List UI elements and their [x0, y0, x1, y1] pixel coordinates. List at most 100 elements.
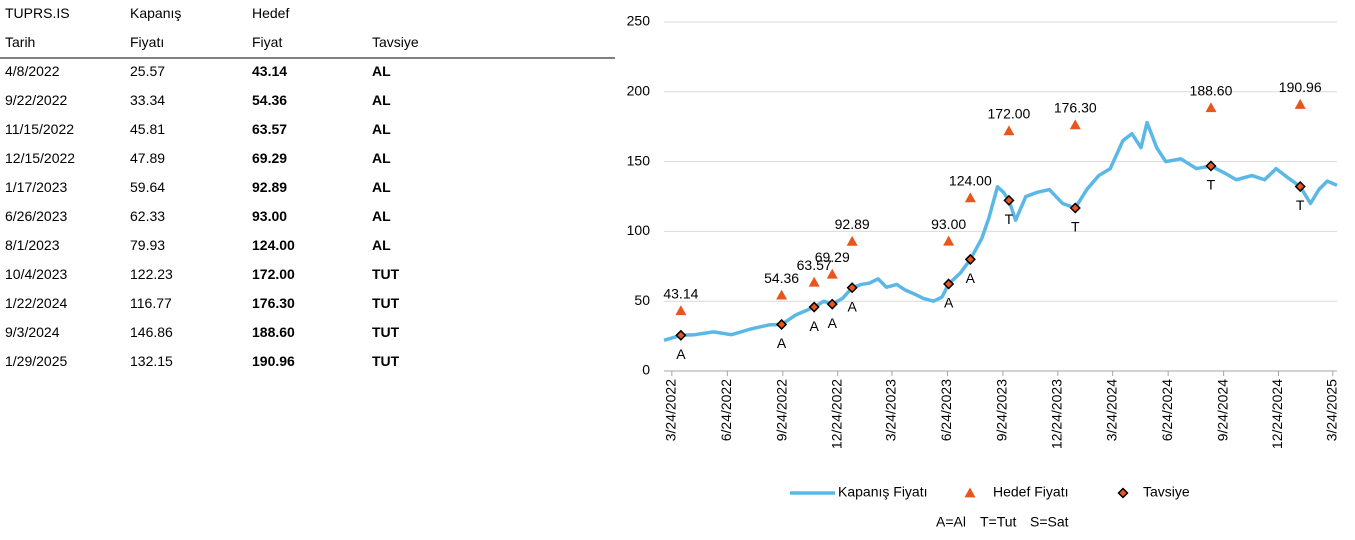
table-cell: 92.89 [252, 179, 288, 195]
legend-label: Hedef Fiyatı [993, 484, 1068, 500]
x-tick-label: 3/24/2024 [1103, 379, 1119, 441]
table-cell: 9/3/2024 [5, 324, 60, 340]
data-label: 188.60 [1190, 82, 1233, 98]
marker-label: A [847, 298, 857, 314]
table-cell: 1/22/2024 [5, 295, 68, 311]
legend-label: Kapanış Fiyatı [838, 484, 928, 500]
legend-marker [1117, 487, 1129, 499]
table-cell: AL [372, 63, 391, 79]
table-cell: 62.33 [130, 208, 166, 224]
table-cell: 10/4/2023 [5, 266, 68, 282]
table-cell: 47.89 [130, 150, 166, 166]
marker-label: T [1071, 219, 1080, 235]
data-label: 176.30 [1054, 100, 1097, 116]
table-cell: 1/29/2025 [5, 353, 68, 369]
recommendation-marker [964, 253, 976, 265]
table-cell: 146.86 [130, 324, 173, 340]
target-marker [943, 235, 955, 246]
x-tick-label: 6/24/2023 [938, 379, 954, 441]
x-tick-label: 3/24/2023 [883, 379, 899, 441]
recommendation-marker [826, 298, 838, 310]
recommendation-marker [1294, 180, 1306, 193]
table-cell: 25.57 [130, 63, 166, 79]
table-cell: 33.34 [130, 92, 166, 108]
x-tick-label: 12/24/2024 [1269, 379, 1285, 449]
data-label: 190.96 [1279, 79, 1322, 95]
table-header: TUPRS.IS [5, 5, 70, 21]
table-header: Hedef [252, 5, 290, 21]
target-marker [1294, 98, 1306, 109]
table-cell: 132.15 [130, 353, 173, 369]
data-label: 124.00 [949, 173, 992, 189]
table-cell: TUT [372, 266, 400, 282]
table-cell: 93.00 [252, 208, 288, 224]
y-tick-label: 200 [627, 83, 651, 99]
target-marker [846, 235, 858, 246]
x-tick-label: 9/24/2023 [994, 379, 1010, 441]
table-cell: AL [372, 179, 391, 195]
table-header: Fiyatı [130, 34, 165, 50]
table-cell: 43.14 [252, 63, 288, 79]
footnote: S=Sat [1030, 514, 1069, 530]
data-label: 63.57 [797, 257, 832, 273]
x-tick-label: 9/24/2022 [774, 379, 790, 441]
data-label: 43.14 [663, 285, 698, 301]
table-cell: 54.36 [252, 92, 288, 108]
x-tick-label: 3/24/2025 [1323, 379, 1339, 441]
footnote: A=Al [936, 514, 966, 530]
y-tick-label: 50 [634, 292, 650, 308]
y-tick-label: 0 [642, 362, 650, 378]
marker-label: A [966, 270, 976, 286]
table-cell: 172.00 [252, 266, 295, 282]
target-marker [1003, 125, 1015, 136]
marker-label: T [1005, 211, 1014, 227]
recommendation-marker [1205, 160, 1217, 172]
x-tick-label: 9/24/2024 [1214, 379, 1230, 441]
table-cell: 6/26/2023 [5, 208, 68, 224]
y-tick-label: 250 [627, 13, 651, 29]
recommendation-marker [675, 329, 687, 341]
table-cell: 12/15/2022 [5, 150, 76, 166]
target-marker [826, 268, 838, 279]
data-label: 172.00 [988, 106, 1031, 122]
table-cell: 9/22/2022 [5, 92, 68, 108]
recommendation-marker [776, 318, 788, 331]
table-cell: AL [372, 237, 391, 253]
target-marker [1069, 119, 1081, 130]
table-cell: TUT [372, 295, 400, 311]
y-tick-label: 150 [627, 152, 651, 168]
target-marker [675, 305, 687, 316]
recommendation-marker [1003, 194, 1015, 206]
table-cell: 4/8/2022 [5, 63, 60, 79]
target-marker [808, 276, 820, 287]
marker-label: A [809, 318, 819, 334]
table-cell: 79.93 [130, 237, 166, 253]
x-tick-label: 6/24/2024 [1159, 379, 1175, 441]
table-cell: 45.81 [130, 121, 166, 137]
marker-label: T [1296, 197, 1305, 213]
table-cell: 190.96 [252, 353, 295, 369]
table-cell: 8/1/2023 [5, 237, 60, 253]
table-cell: AL [372, 150, 391, 166]
recommendation-marker [943, 278, 955, 290]
marker-label: T [1207, 177, 1216, 193]
footnote: T=Tut [980, 514, 1017, 530]
data-label: 93.00 [931, 216, 966, 232]
target-marker [964, 192, 976, 203]
marker-label: A [777, 335, 787, 351]
x-tick-label: 12/24/2023 [1048, 379, 1064, 449]
table-cell: 69.29 [252, 150, 288, 166]
legend-marker [964, 487, 976, 498]
data-label: 54.36 [764, 270, 799, 286]
data-label: 92.89 [835, 216, 870, 232]
table-cell: AL [372, 121, 391, 137]
recommendation-marker [808, 301, 820, 313]
recommendation-marker [1069, 202, 1081, 214]
table-cell: 59.64 [130, 179, 166, 195]
table-cell: 11/15/2022 [5, 121, 75, 137]
marker-label: A [676, 346, 686, 362]
x-tick-label: 12/24/2022 [828, 379, 844, 449]
table-header: Tarih [5, 34, 36, 50]
table-header: Kapanış [130, 5, 182, 21]
